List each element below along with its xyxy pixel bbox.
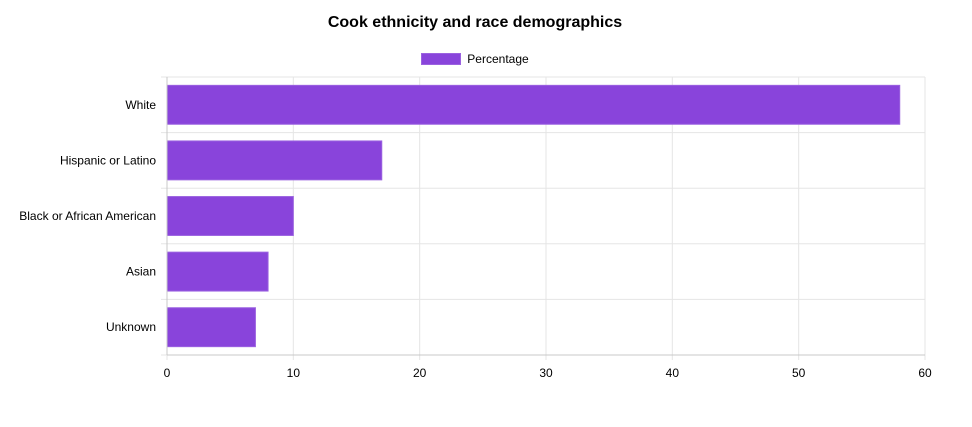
- bar-white[interactable]: [166, 84, 901, 125]
- x-tick-label: 50: [792, 366, 806, 380]
- x-tick-label: 40: [666, 366, 680, 380]
- x-tick-label: 20: [413, 366, 427, 380]
- legend-label: Percentage: [467, 52, 529, 66]
- y-tick-label: Black or African American: [19, 209, 156, 223]
- legend[interactable]: Percentage: [0, 52, 950, 66]
- y-tick-label: White: [125, 98, 156, 112]
- bar-black-or-african-american[interactable]: [166, 196, 294, 236]
- bar-unknown[interactable]: [166, 307, 256, 348]
- x-tick-label: 0: [164, 366, 171, 380]
- bar-hispanic-or-latino[interactable]: [166, 140, 383, 181]
- tick-labels: 0 10 20 30 40 50 60 White Hispanic or Latino Blac…: [19, 98, 932, 380]
- y-tick-label: Unknown: [106, 320, 156, 334]
- y-tick-label: Hispanic or Latino: [60, 153, 156, 167]
- bars: [166, 84, 901, 348]
- axes: [166, 77, 925, 356]
- x-tick-label: 10: [287, 366, 301, 380]
- x-tick-label: 30: [539, 366, 553, 380]
- bar-asian[interactable]: [166, 251, 269, 292]
- y-tick-label: Asian: [126, 265, 156, 279]
- legend-swatch: [421, 53, 462, 65]
- x-tick-label: 60: [918, 366, 932, 380]
- chart-title: Cook ethnicity and race demographics: [327, 14, 623, 31]
- grid-lines: [161, 76, 926, 360]
